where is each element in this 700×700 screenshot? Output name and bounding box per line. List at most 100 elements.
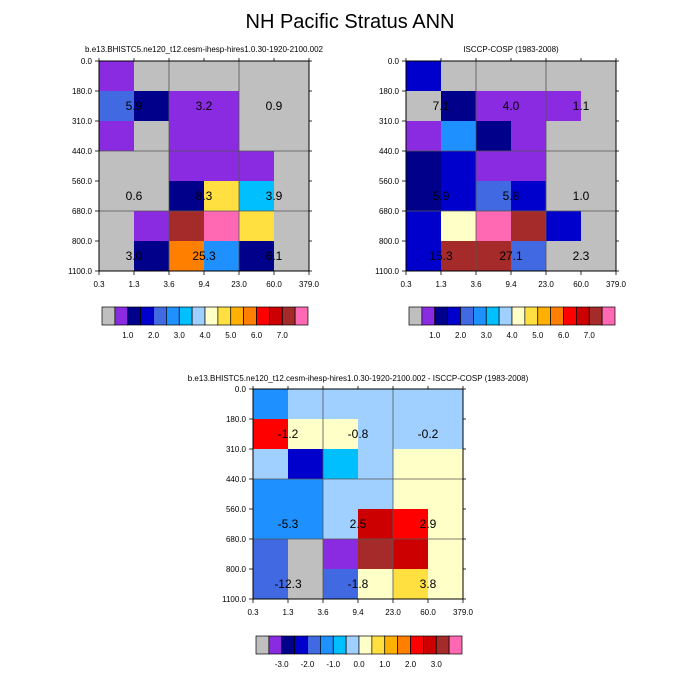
colorbars-group: 1.0 2.0 3.0 4.0 5.0 6.0 7.0 1.0 2.0 3.0 4.0 5.0 6.0 7… [101, 306, 616, 669]
cell-value-label: 5.9 [433, 189, 450, 203]
x-tick-label: 9.4 [198, 280, 210, 289]
colorbar-box [268, 635, 283, 655]
colorbar-box [435, 635, 450, 655]
cell-value-label: 8.3 [196, 189, 213, 203]
x-tick-label: 379.0 [453, 608, 474, 617]
x-tick-label: 379.0 [299, 280, 320, 289]
x-tick-label: 1.3 [435, 280, 447, 289]
colorbar-label: 1.0 [122, 331, 134, 340]
heatmap-cell [476, 151, 512, 182]
heatmap-cell [274, 121, 310, 152]
y-tick-label: 310.0 [226, 445, 247, 454]
heatmap-cell [441, 181, 477, 212]
heatmap-cell [99, 181, 135, 212]
heatmap-panel-1: b.e13.BHISTC5.ne120_t12.cesm-ihesp-hires… [68, 45, 323, 289]
y-tick-label: 800.0 [379, 237, 400, 246]
colorbar-label: 3.0 [481, 331, 493, 340]
cell-value-label: 4.0 [503, 99, 520, 113]
x-tick-label: 60.0 [266, 280, 282, 289]
colorbar-box [588, 306, 603, 326]
heatmap-cell [134, 241, 170, 272]
heatmap-cell [204, 211, 240, 242]
heatmap-cell [476, 181, 512, 212]
heatmap-cell [406, 121, 442, 152]
cell-value-label: -5.3 [278, 517, 299, 531]
panel-title: ISCCP-COSP (1983-2008) [463, 45, 559, 54]
y-tick-label: 180.0 [379, 87, 400, 96]
colorbar-box [524, 306, 539, 326]
heatmap-cell [546, 61, 582, 92]
x-tick-label: 379.0 [606, 280, 627, 289]
colorbar-box [345, 635, 360, 655]
heatmap-cell [239, 61, 275, 92]
heatmap-cell [581, 91, 617, 122]
y-tick-label: 680.0 [72, 207, 93, 216]
y-tick-label: 560.0 [72, 177, 93, 186]
heatmap-cell [441, 61, 477, 92]
x-tick-label: 0.3 [400, 280, 412, 289]
cell-value-label: 0.6 [126, 189, 143, 203]
colorbar-label: 1.0 [429, 331, 441, 340]
colorbar-box [101, 306, 116, 326]
heatmap-cell [239, 211, 275, 242]
colorbar-box [204, 306, 219, 326]
heatmap-cell [239, 151, 275, 182]
y-tick-label: 1100.0 [375, 267, 399, 276]
cell-value-label: 3.8 [420, 577, 437, 591]
colorbar-label: 1.0 [379, 660, 391, 669]
heatmap-cell [393, 449, 429, 480]
colorbar-3: -3.0 -2.0 -1.0 0.0 1.0 2.0 3.0 [255, 635, 463, 669]
heatmap-panel-3: b.e13.BHISTC5.ne120_t12.cesm-ihesp-hires… [188, 374, 529, 617]
colorbar-box [140, 306, 154, 326]
heatmap-cell [358, 569, 394, 600]
colorbar-box [371, 635, 386, 655]
colorbar-box [358, 635, 373, 655]
heatmap-cell [99, 151, 135, 182]
y-tick-label: 1100.0 [68, 267, 92, 276]
x-tick-label: 60.0 [573, 280, 589, 289]
heatmap-cell [204, 61, 240, 92]
y-tick-label: 310.0 [379, 117, 400, 126]
heatmap-cell [169, 121, 205, 152]
heatmap-cell [428, 419, 464, 450]
cell-value-label: -1.2 [278, 427, 299, 441]
heatmap-cell [288, 479, 324, 510]
heatmap-cell [406, 181, 442, 212]
colorbar-box [423, 635, 437, 655]
cell-value-label: 2.9 [420, 517, 437, 531]
heatmap-cell [441, 151, 477, 182]
heatmap-cell [428, 449, 464, 480]
cell-value-label: 1.0 [573, 189, 590, 203]
colorbar-box [408, 306, 423, 326]
heatmap-cell [99, 91, 135, 122]
cell-value-label: 15.3 [429, 249, 453, 263]
colorbar-box [421, 306, 436, 326]
heatmap-cell [288, 509, 324, 540]
colorbar-label: 7.0 [584, 331, 596, 340]
colorbar-box [217, 306, 232, 326]
figure-title: NH Pacific Stratus ANN [246, 11, 455, 33]
heatmap-cell [428, 389, 464, 420]
y-tick-label: 440.0 [72, 147, 93, 156]
cell-value-label: 1.1 [573, 99, 590, 113]
heatmap-cell [239, 181, 275, 212]
colorbar-box [281, 306, 296, 326]
heatmap-cell [204, 241, 240, 272]
heatmap-cell [511, 181, 547, 212]
x-tick-label: 0.3 [247, 608, 259, 617]
colorbar-label: 2.0 [455, 331, 467, 340]
heatmap-cell [406, 61, 442, 92]
heatmap-cell [581, 181, 617, 212]
cell-value-label: -1.8 [348, 577, 369, 591]
heatmap-cell [169, 241, 205, 272]
heatmap-cell [239, 241, 275, 272]
cell-value-label: 25.3 [192, 249, 216, 263]
colorbar-box [255, 635, 270, 655]
cell-value-label: 0.9 [266, 99, 283, 113]
colorbar-box [563, 306, 577, 326]
heatmap-cell [134, 211, 170, 242]
colorbar-1: 1.0 2.0 3.0 4.0 5.0 6.0 7.0 [101, 306, 309, 340]
colorbar-box [601, 306, 616, 326]
heatmap-cell [99, 211, 135, 242]
